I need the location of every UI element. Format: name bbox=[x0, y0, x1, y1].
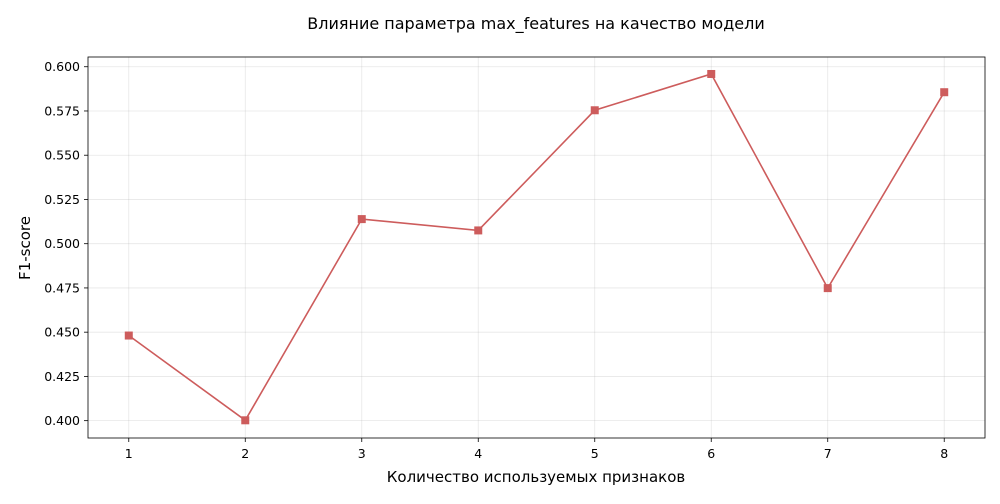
data-point-marker bbox=[823, 284, 832, 293]
data-point-marker bbox=[241, 416, 250, 425]
y-tick-label: 0.550 bbox=[44, 148, 80, 163]
series-layer bbox=[124, 69, 949, 425]
x-tick-label: 6 bbox=[707, 446, 715, 461]
x-tick-label: 7 bbox=[824, 446, 832, 461]
data-point-marker bbox=[707, 69, 716, 78]
y-tick-label: 0.500 bbox=[44, 236, 80, 251]
y-tick-label: 0.400 bbox=[44, 413, 80, 428]
x-tick-label: 8 bbox=[940, 446, 948, 461]
data-point-marker bbox=[357, 215, 366, 224]
y-tick-label: 0.475 bbox=[44, 280, 80, 295]
data-point-marker bbox=[940, 88, 949, 97]
data-point-marker bbox=[124, 331, 133, 340]
plot-frame bbox=[87, 56, 986, 439]
series-line bbox=[128, 73, 945, 422]
axis-ticks: 1 2 3 4 5 6 7 8 0.400 0.425 0.450 0.475 0.500 0.525 0.… bbox=[44, 59, 948, 461]
x-tick-label: 3 bbox=[358, 446, 366, 461]
y-tick-label: 0.525 bbox=[44, 192, 80, 207]
data-point-marker bbox=[590, 106, 599, 115]
data-point-marker bbox=[474, 226, 483, 235]
x-axis-title: Количество используемых признаков bbox=[387, 468, 685, 486]
y-tick-label: 0.600 bbox=[44, 59, 80, 74]
y-tick-label: 0.425 bbox=[44, 369, 80, 384]
y-tick-label: 0.575 bbox=[44, 103, 80, 118]
y-axis-title: F1-score bbox=[16, 216, 34, 280]
x-tick-label: 5 bbox=[591, 446, 599, 461]
x-tick-label: 2 bbox=[241, 446, 249, 461]
x-tick-label: 1 bbox=[125, 446, 133, 461]
y-tick-label: 0.450 bbox=[44, 325, 80, 340]
grid bbox=[88, 57, 985, 438]
chart-title: Влияние параметра max_features на качест… bbox=[307, 14, 765, 34]
x-tick-label: 4 bbox=[474, 446, 482, 461]
